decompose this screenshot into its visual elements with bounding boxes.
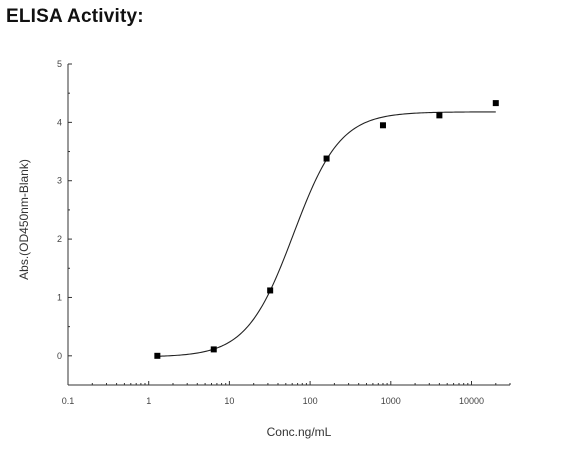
y-tick-label: 4 <box>57 117 62 127</box>
y-tick-label: 3 <box>57 176 62 186</box>
x-tick-label: 0.1 <box>62 396 75 406</box>
data-point <box>436 112 443 119</box>
fit-curve <box>157 111 496 357</box>
x-tick-label: 1000 <box>381 396 401 406</box>
ticks: 0 1 2 3 4 5 0.1 1 10 100 1000 10000 <box>57 59 511 406</box>
y-tick-label: 1 <box>57 292 62 302</box>
y-axis-title: Abs.(OD450nm-Blank) <box>17 159 31 280</box>
x-tick-label: 100 <box>303 396 318 406</box>
data-point <box>210 346 217 353</box>
x-axis-title: Conc.ng/mL <box>267 425 332 439</box>
data-point <box>267 287 274 294</box>
data-point <box>379 122 386 129</box>
y-tick-label: 0 <box>57 351 62 361</box>
data-point <box>323 155 330 162</box>
y-tick-label: 5 <box>57 59 62 69</box>
data-point <box>492 100 499 107</box>
x-tick-label: 10 <box>224 396 234 406</box>
data-points <box>154 100 499 359</box>
data-point <box>154 352 161 359</box>
axes <box>67 64 510 386</box>
x-tick-label: 10000 <box>459 396 484 406</box>
y-tick-label: 2 <box>57 234 62 244</box>
x-tick-label: 1 <box>146 396 151 406</box>
chart-heading: ELISA Activity: <box>6 6 144 27</box>
